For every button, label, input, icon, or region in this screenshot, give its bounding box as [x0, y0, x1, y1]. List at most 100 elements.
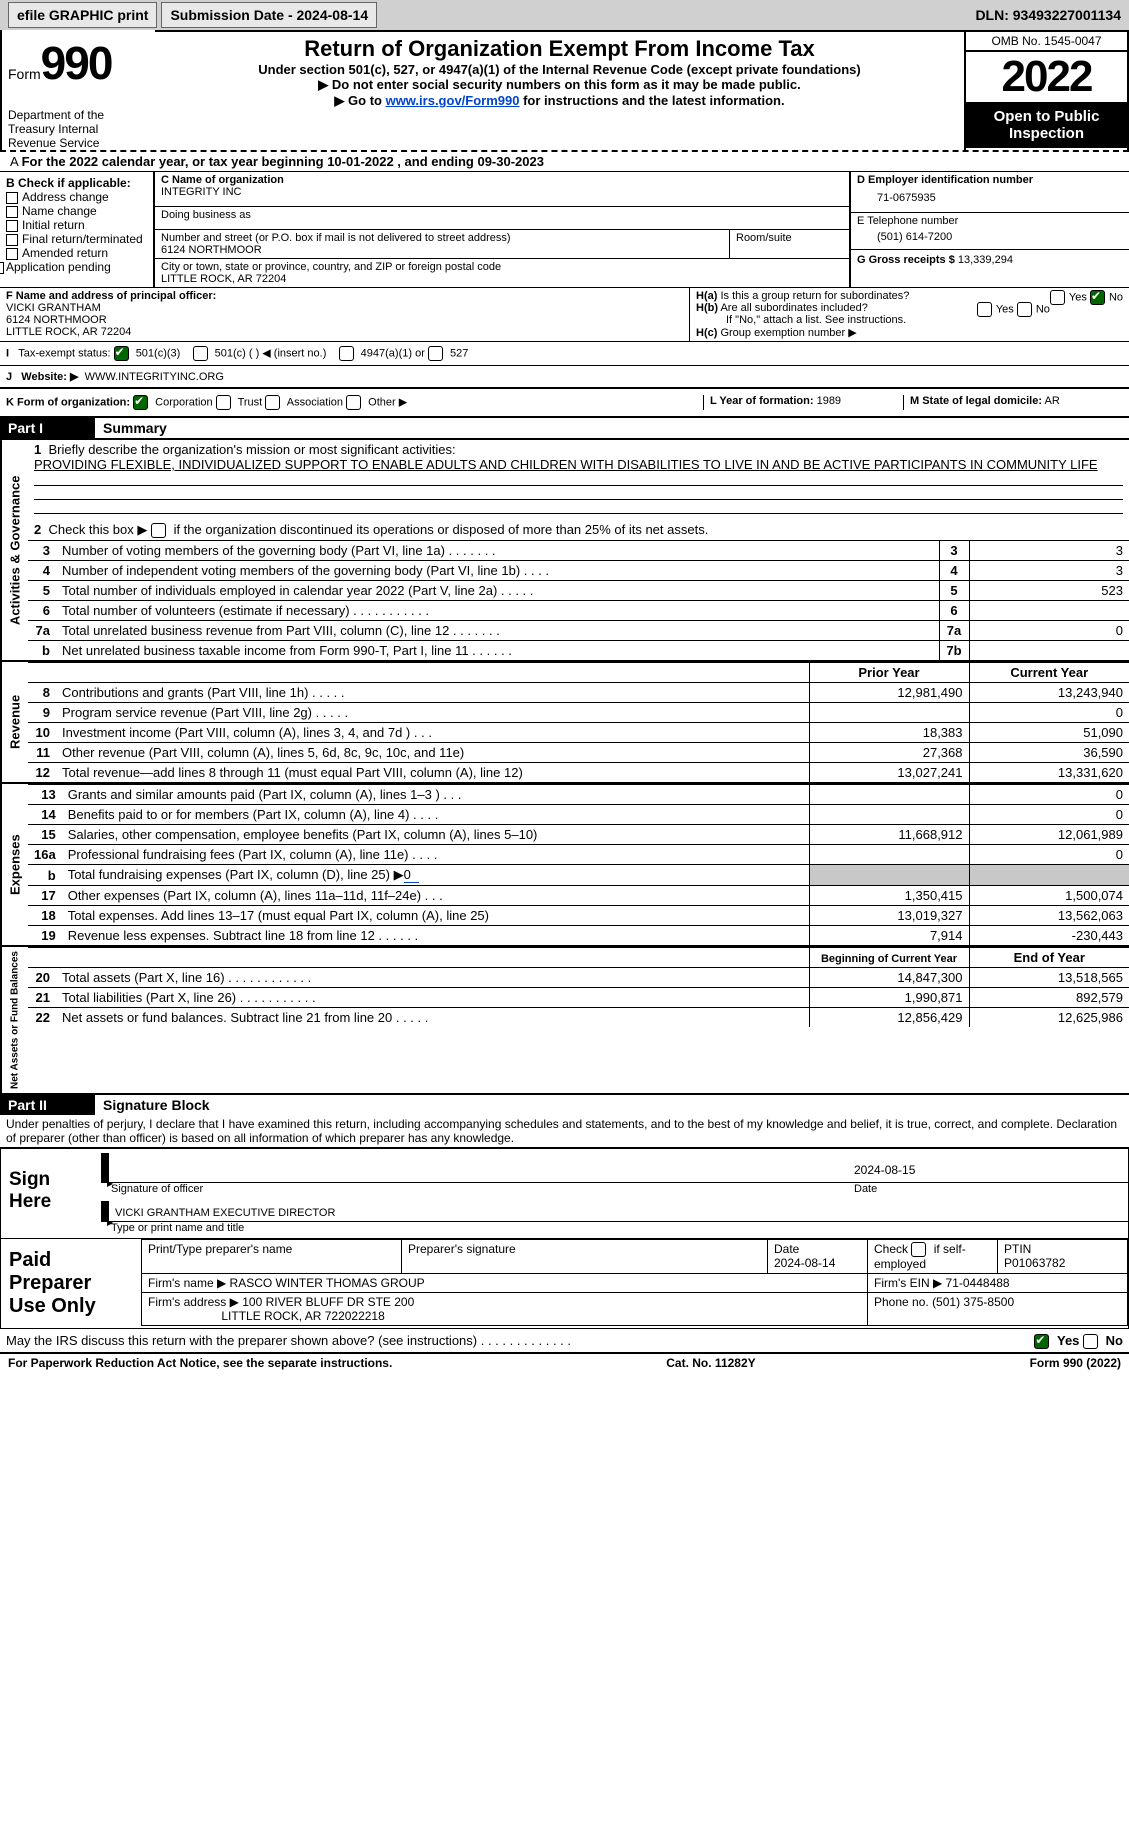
irs-link[interactable]: www.irs.gov/Form990 [386, 93, 520, 108]
e-phone-label: E Telephone number [857, 215, 1123, 227]
addr-label: Number and street (or P.O. box if mail i… [161, 232, 723, 244]
goto-prefix: ▶ Go to [334, 93, 385, 108]
checkbox-h-a-yes[interactable] [1050, 290, 1065, 305]
checkbox-self-employed[interactable] [911, 1242, 926, 1257]
footer-mid: Cat. No. 11282Y [666, 1356, 755, 1370]
g-gross-label: G Gross receipts $ [857, 254, 955, 266]
d-ein-label: D Employer identification number [857, 174, 1123, 186]
vlabel-revenue: Revenue [0, 662, 28, 782]
phone-value: (501) 375-8500 [932, 1295, 1014, 1309]
footer-right: Form 990 (2022) [1030, 1356, 1121, 1370]
label-application-pending: Application pending [6, 260, 111, 274]
checkbox-h-b-yes[interactable] [977, 302, 992, 317]
sig-date: 2024-08-15 [848, 1153, 1128, 1183]
f-officer-name: VICKI GRANTHAM [6, 302, 683, 314]
h-a-label: Is this a group return for subordinates? [720, 290, 909, 302]
revenue-table: Prior YearCurrent Year 8Contributions an… [28, 662, 1129, 782]
part1-title: Summary [95, 418, 175, 438]
net-assets-table: Beginning of Current YearEnd of Year 20T… [28, 947, 1129, 1027]
m-label: M State of legal domicile: [910, 395, 1042, 407]
prep-date: 2024-08-14 [774, 1256, 835, 1270]
checkbox-trust[interactable] [216, 395, 231, 410]
firm-ein: 71-0448488 [946, 1276, 1010, 1290]
line2-text: Check this box ▶ if the organization dis… [48, 522, 708, 537]
efile-topbar: efile GRAPHIC print Submission Date - 20… [0, 0, 1129, 30]
e-phone-value: (501) 614-7200 [857, 227, 1123, 247]
opt-corp: Corporation [155, 396, 212, 408]
ptin-label: PTIN [1004, 1242, 1031, 1256]
open-to-public: Open to Public Inspection [966, 102, 1127, 148]
opt-assoc: Association [287, 396, 343, 408]
c-name-label: C Name of organization [161, 174, 843, 186]
opt-501c3: 501(c)(3) [136, 347, 181, 359]
f-officer-addr1: 6124 NORTHMOOR [6, 314, 683, 326]
checkbox-application-pending[interactable] [0, 262, 4, 274]
dln: DLN: 93493227001134 [975, 7, 1121, 23]
prep-sig-label: Preparer's signature [402, 1240, 768, 1274]
check-self-label: Check if self-employed [874, 1242, 966, 1271]
h-note: If "No," attach a list. See instructions… [696, 314, 1123, 326]
expenses-table: 13Grants and similar amounts paid (Part … [28, 784, 1129, 945]
form-number: 990 [41, 37, 112, 89]
line1-mission: PROVIDING FLEXIBLE, INDIVIDUALIZED SUPPO… [34, 457, 1098, 472]
label-amended-return: Amended return [22, 246, 108, 260]
checkbox-irs-yes[interactable] [1034, 1334, 1049, 1349]
addr-value: 6124 NORTHMOOR [161, 244, 723, 256]
subtitle-3: ▶ Go to www.irs.gov/Form990 for instruct… [165, 93, 954, 109]
form-header: Form990 Department of the Treasury Inter… [0, 30, 1129, 150]
subtitle-1: Under section 501(c), 527, or 4947(a)(1)… [165, 62, 954, 77]
opt-4947: 4947(a)(1) or [361, 347, 425, 359]
checkbox-amended-return[interactable] [6, 248, 18, 260]
f-officer-addr2: LITTLE ROCK, AR 72204 [6, 326, 683, 338]
part2-label: Part II [0, 1095, 95, 1115]
checkbox-corporation[interactable] [133, 395, 148, 410]
goto-suffix: for instructions and the latest informat… [519, 93, 784, 108]
phone-label: Phone no. [874, 1295, 929, 1309]
part2-title: Signature Block [95, 1095, 218, 1115]
city-value: LITTLE ROCK, AR 72204 [161, 273, 843, 285]
h-c-label: Group exemption number ▶ [720, 327, 856, 339]
g-gross-value: 13,339,294 [958, 254, 1013, 266]
checkbox-name-change[interactable] [6, 206, 18, 218]
opt-other: Other ▶ [368, 396, 407, 408]
firm-addr2: LITTLE ROCK, AR 722022218 [221, 1309, 384, 1323]
opt-trust: Trust [238, 396, 263, 408]
opt-527: 527 [450, 347, 468, 359]
checkbox-line2[interactable] [151, 523, 166, 538]
c-name: INTEGRITY INC [161, 186, 843, 198]
checkbox-final-return[interactable] [6, 234, 18, 246]
checkbox-irs-no[interactable] [1083, 1334, 1098, 1349]
m-val: AR [1044, 395, 1059, 407]
checkbox-association[interactable] [265, 395, 280, 410]
checkbox-address-change[interactable] [6, 192, 18, 204]
checkbox-other[interactable] [346, 395, 361, 410]
checkbox-h-b-no[interactable] [1017, 302, 1032, 317]
k-label: K Form of organization: [6, 396, 130, 408]
efile-print-button[interactable]: efile GRAPHIC print [8, 2, 157, 28]
prep-date-label: Date [774, 1242, 799, 1256]
subtitle-2: ▶ Do not enter social security numbers o… [165, 77, 954, 93]
room-suite-label: Room/suite [729, 230, 849, 258]
sig-officer-label: Signature of officer [101, 1183, 848, 1195]
checkbox-501c3[interactable] [114, 346, 129, 361]
j-label: Website: ▶ [21, 371, 78, 383]
footer-left: For Paperwork Reduction Act Notice, see … [8, 1356, 392, 1370]
form-title: Return of Organization Exempt From Incom… [165, 36, 954, 62]
line1-label: Briefly describe the organization's miss… [48, 442, 455, 457]
checkbox-527[interactable] [428, 346, 443, 361]
fundraising-inline: 0 [404, 867, 419, 883]
type-name-label: Type or print name and title [101, 1222, 1128, 1234]
penalties-text: Under penalties of perjury, I declare th… [0, 1115, 1129, 1147]
checkbox-h-a-no[interactable] [1090, 290, 1105, 305]
checkbox-4947[interactable] [339, 346, 354, 361]
checkbox-501c[interactable] [193, 346, 208, 361]
checkbox-initial-return[interactable] [6, 220, 18, 232]
dept-treasury: Department of the Treasury Internal Reve… [8, 108, 149, 150]
firm-name-label: Firm's name ▶ [148, 1276, 226, 1290]
firm-addr-label: Firm's address ▶ [148, 1295, 239, 1309]
tax-year: 2022 [966, 52, 1127, 102]
submission-date: Submission Date - 2024-08-14 [161, 2, 377, 28]
form-word: Form [8, 66, 41, 82]
vlabel-net-assets: Net Assets or Fund Balances [0, 947, 28, 1093]
j-website: WWW.INTEGRITYINC.ORG [85, 371, 224, 383]
